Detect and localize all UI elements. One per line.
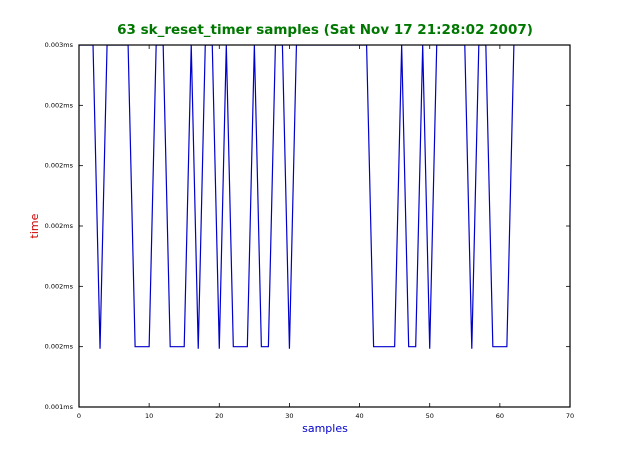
plot-area — [78, 44, 571, 408]
y-tick-label: 0.001ms — [45, 403, 74, 411]
series-line-0 — [79, 45, 515, 349]
chart-title: 63 sk_reset_timer samples (Sat Nov 17 21… — [117, 22, 533, 38]
plot-frame — [78, 44, 571, 408]
y-tick-label: 0.002ms — [45, 101, 74, 109]
x-tick-label: 60 — [496, 412, 504, 420]
x-tick-label: 10 — [145, 412, 153, 420]
x-axis-label: samples — [302, 422, 348, 435]
x-tick-label: 20 — [215, 412, 223, 420]
x-tick-label: 70 — [566, 412, 574, 420]
y-tick-label: 0.002ms — [45, 162, 74, 170]
y-tick-label: 0.002ms — [45, 343, 74, 351]
x-tick-label: 0 — [77, 412, 81, 420]
y-tick-label: 0.002ms — [45, 222, 74, 230]
y-axis: 0.001ms 0.002ms 0.002ms 0.002ms 0.002ms 0.002… — [45, 41, 570, 411]
x-tick-label: 30 — [285, 412, 293, 420]
x-tick-label: 50 — [426, 412, 434, 420]
y-axis-label: time — [28, 213, 41, 238]
y-tick-label: 0.003ms — [45, 41, 74, 49]
x-axis: 0 10 20 30 40 50 60 70 — [77, 45, 574, 420]
x-tick-label: 40 — [355, 412, 363, 420]
y-tick-label: 0.002ms — [45, 282, 74, 290]
